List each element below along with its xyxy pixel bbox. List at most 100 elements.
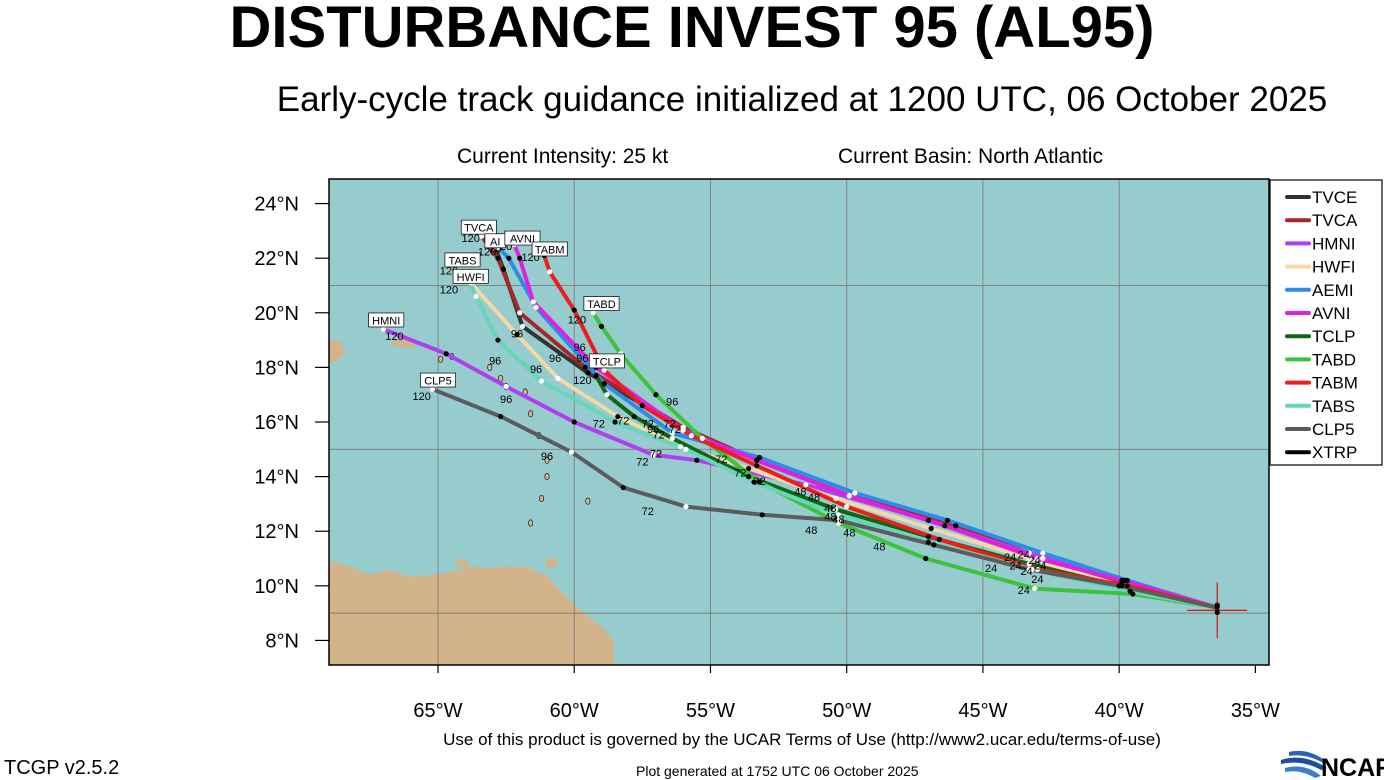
track-point-tabd	[590, 310, 596, 316]
forecast-hour-label: 96	[576, 353, 588, 365]
y-axis-tick-label: 22°N	[254, 248, 299, 270]
legend-label-xtrp: XTRP	[1312, 443, 1357, 462]
track-point-hwfi	[833, 495, 839, 502]
model-label-box	[531, 241, 568, 257]
legend-label-tvca: TVCA	[1312, 211, 1358, 230]
track-point-tabs	[612, 419, 618, 425]
model-label: CLP5	[420, 372, 456, 388]
terms-of-use-text: Use of this product is governed by the U…	[443, 730, 1161, 749]
model-label-box	[444, 252, 481, 268]
model-label: HWFI	[452, 268, 489, 284]
track-point-tabs	[683, 446, 689, 452]
track-point-clp5	[620, 484, 626, 491]
forecast-hour-label: 72	[636, 457, 648, 469]
track-point-clp5	[759, 512, 765, 518]
y-axis-tick-label: 20°N	[254, 303, 299, 325]
track-point-tabs	[495, 337, 501, 343]
model-label-text: AVNI	[510, 234, 535, 246]
forecast-hour-label: 120	[462, 233, 480, 245]
track-point-tvce	[585, 370, 591, 376]
y-axis-tick-label: 24°N	[254, 194, 299, 216]
track-point-tabm	[844, 504, 850, 510]
island-shape	[438, 355, 444, 363]
model-label: AVNI	[504, 230, 541, 246]
forecast-hour-label: 120	[568, 315, 586, 327]
model-label-box	[588, 353, 625, 369]
legend-label-avni: AVNI	[1312, 304, 1350, 323]
forecast-hour-label: 24	[1018, 550, 1030, 562]
model-label: TABD	[583, 296, 620, 311]
track-point-clp5	[568, 449, 575, 455]
forecast-hour-label: 24	[1029, 555, 1041, 567]
trinidad-island	[545, 558, 558, 568]
model-label: TCLP	[588, 353, 625, 369]
track-point-tclp	[669, 435, 675, 441]
track-point-tvca	[478, 233, 485, 239]
track-point-avni	[530, 299, 536, 305]
ncar-logo-swoosh	[1281, 757, 1327, 770]
y-axis-tick-label: 14°N	[254, 467, 299, 489]
track-point-tabm	[547, 269, 553, 275]
generated-timestamp: Plot generated at 1752 UTC 06 October 20…	[636, 763, 919, 779]
hispaniola-island	[329, 340, 345, 362]
island-shape	[585, 497, 591, 505]
forecast-hour-label: 96	[530, 364, 542, 376]
forecast-hour-label: 48	[794, 487, 806, 499]
track-point-clp5	[429, 386, 436, 392]
track-point-avni	[846, 493, 853, 499]
forecast-hour-label: 120	[573, 375, 591, 387]
current-position-dot	[1214, 609, 1220, 615]
track-point-clp5	[1116, 583, 1122, 589]
track-point-avni	[754, 457, 760, 463]
island-shape	[528, 410, 534, 418]
legend-label-tabs: TABS	[1312, 397, 1355, 416]
map-grid	[329, 179, 1269, 665]
track-point-hwfi	[555, 375, 561, 381]
y-axis-tick-label: 12°N	[254, 521, 299, 543]
track-point-tabm	[1124, 583, 1130, 589]
track-point-aemi	[506, 255, 512, 261]
forecast-hour-label: 120	[440, 285, 458, 297]
track-point-hwfi	[677, 443, 684, 450]
forecast-hour-label: 48	[873, 541, 885, 553]
forecast-hour-label: 48	[824, 503, 836, 515]
forecast-hour-label: 48	[808, 492, 820, 504]
track-point-tabm	[936, 536, 942, 543]
track-point-tabs	[1127, 588, 1133, 594]
x-axis-tick-label: 55°W	[686, 700, 735, 722]
legend-label-hwfi: HWFI	[1312, 258, 1355, 277]
x-axis: 65°W 60°W 55°W 50°W 45°W 40°W 35°W	[413, 665, 1280, 722]
model-label-box	[583, 296, 620, 311]
forecast-hour-label: 24	[985, 563, 997, 575]
track-point-tabm	[571, 307, 577, 313]
track-point-hmni	[380, 326, 387, 332]
forecast-hour-label: 24	[1034, 560, 1046, 572]
track-point-tabs	[473, 293, 479, 300]
model-label-box	[452, 268, 489, 284]
track-point-tabd	[653, 392, 659, 398]
legend-label-tabd: TABD	[1312, 350, 1356, 369]
model-label-text: AI	[490, 236, 500, 248]
y-axis-tick-label: 16°N	[254, 412, 299, 434]
x-axis-tick-label: 50°W	[822, 700, 871, 722]
forecast-hour-label: 72	[642, 418, 654, 430]
track-point-aemi	[669, 430, 675, 436]
track-point-tclp	[631, 413, 637, 420]
forecast-hour-label: 120	[385, 331, 403, 343]
y-axis: 8°N 10°N 12°N 14°N 16°N 18°N 20°N 22°N 24°N	[254, 194, 329, 652]
south-america-land	[329, 560, 614, 665]
forecast-hour-label: 96	[647, 424, 659, 436]
track-point-avni	[942, 523, 948, 529]
forecast-hour-label: 48	[824, 511, 836, 523]
track-point-tabs	[925, 539, 932, 545]
track-point-tvca	[1040, 555, 1046, 562]
x-axis-tick-label: 35°W	[1231, 700, 1280, 722]
forecast-hour-label: 72	[734, 468, 746, 480]
model-label: TABM	[531, 241, 568, 257]
track-point-tclp	[833, 506, 839, 512]
y-axis-tick-label: 18°N	[254, 357, 299, 379]
legend-label-tvce: TVCE	[1312, 188, 1357, 207]
track-point-hwfi	[928, 525, 934, 532]
track-point-avni	[1119, 577, 1125, 583]
forecast-hour-label: 24	[1031, 574, 1043, 586]
